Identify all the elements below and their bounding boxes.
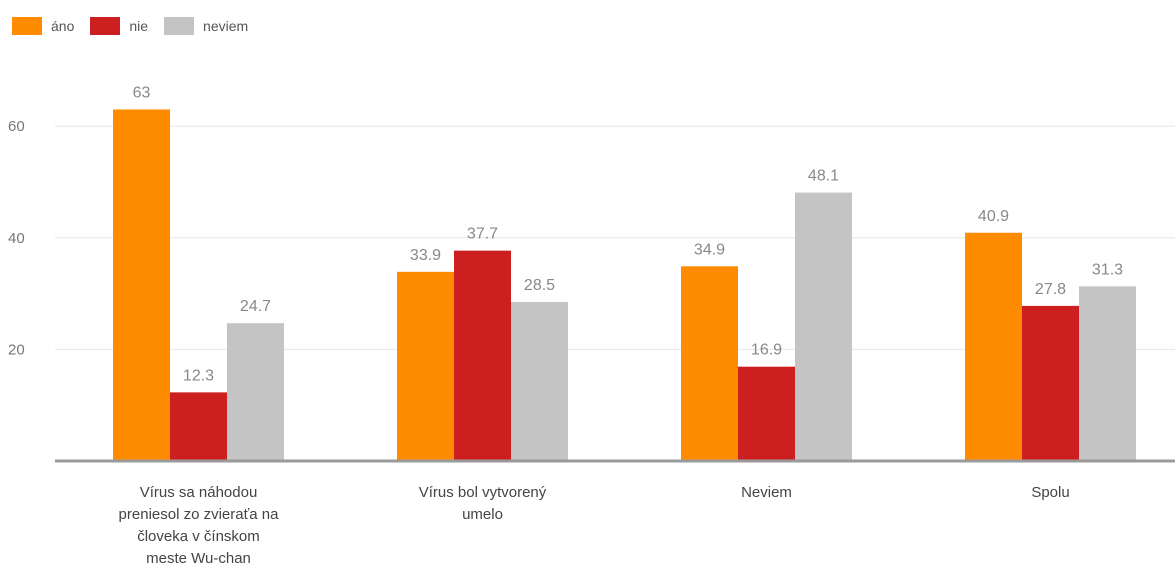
legend-swatch bbox=[90, 17, 121, 35]
data-label: 33.9 bbox=[410, 247, 441, 264]
data-label: 27.8 bbox=[1035, 281, 1066, 298]
x-category-label: Spolu bbox=[1031, 484, 1070, 501]
bar-nie bbox=[454, 250, 511, 461]
legend-item: nie bbox=[90, 17, 148, 35]
bar-neviem bbox=[227, 323, 284, 461]
data-label: 28.5 bbox=[524, 277, 555, 294]
legend-swatch bbox=[12, 17, 42, 35]
legend-label: neviem bbox=[203, 18, 249, 34]
x-category-label: Vírus sa náhodou preniesol zo zvieraťa n… bbox=[118, 484, 279, 567]
legend-label: nie bbox=[129, 18, 149, 34]
bar-áno bbox=[113, 109, 170, 462]
data-label: 40.9 bbox=[978, 208, 1009, 225]
bar-neviem bbox=[795, 192, 852, 462]
bar-áno bbox=[965, 232, 1022, 461]
data-label: 16.9 bbox=[751, 342, 782, 359]
data-label: 12.3 bbox=[183, 367, 214, 384]
data-label: 48.1 bbox=[808, 168, 839, 185]
y-tick-label: 60 bbox=[8, 118, 25, 135]
bar-neviem bbox=[1079, 286, 1136, 461]
x-category-label: Neviem bbox=[741, 484, 792, 501]
y-tick-label: 40 bbox=[8, 230, 25, 247]
legend-label: áno bbox=[51, 18, 75, 34]
data-label: 24.7 bbox=[240, 298, 271, 315]
legend-swatch bbox=[164, 17, 195, 35]
bar-nie bbox=[1022, 305, 1079, 461]
bar-nie bbox=[170, 392, 227, 461]
y-tick-label: 20 bbox=[8, 341, 25, 358]
legend-item: áno bbox=[12, 17, 74, 35]
bar-neviem bbox=[511, 301, 568, 461]
bar-nie bbox=[738, 366, 795, 461]
data-label: 63 bbox=[133, 84, 151, 101]
legend: áno nie neviem bbox=[12, 17, 264, 35]
data-label: 34.9 bbox=[694, 241, 725, 258]
bar-áno bbox=[681, 266, 738, 461]
bar-áno bbox=[397, 271, 454, 461]
x-category-label: Vírus bol vytvorený umelo bbox=[418, 484, 547, 523]
data-label: 37.7 bbox=[467, 226, 498, 243]
legend-item: neviem bbox=[164, 17, 248, 35]
data-label: 31.3 bbox=[1092, 261, 1123, 278]
